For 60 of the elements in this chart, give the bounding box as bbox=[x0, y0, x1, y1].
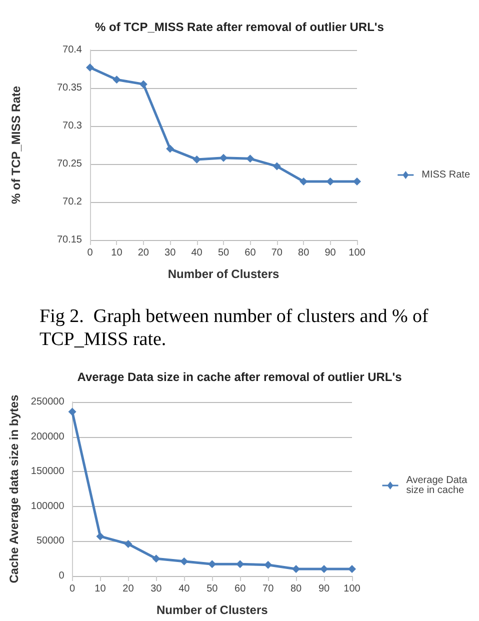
point bbox=[220, 154, 228, 162]
x-tick-label: 70 bbox=[271, 248, 283, 258]
point bbox=[264, 560, 272, 569]
point bbox=[192, 155, 201, 164]
y-axis-title: % of TCP_MISS Rate bbox=[9, 86, 23, 204]
legend-label: Average Data size in cache bbox=[406, 475, 470, 496]
point bbox=[152, 554, 160, 563]
x-tick-label: 80 bbox=[298, 248, 310, 258]
y-tick-label: 250000 bbox=[30, 396, 65, 408]
point bbox=[272, 162, 281, 170]
x-tick-label: 60 bbox=[234, 584, 246, 594]
point bbox=[180, 557, 188, 566]
y-tick-label: 50000 bbox=[36, 536, 65, 547]
point bbox=[112, 76, 121, 84]
x-tick-label: 30 bbox=[150, 584, 162, 594]
point bbox=[326, 177, 334, 186]
x-tick-label: 10 bbox=[111, 248, 123, 258]
chart-title: % of TCP_MISS Rate after removal of outlier URL's bbox=[95, 20, 384, 34]
x-tick-label: 10 bbox=[94, 584, 106, 594]
x-tick-label: 50 bbox=[206, 584, 218, 594]
point bbox=[246, 154, 254, 163]
point bbox=[139, 80, 148, 88]
x-axis-title: Number of Clusters bbox=[156, 603, 268, 617]
y-axis-title: Cache Average data size in bytes bbox=[7, 394, 21, 584]
x-axis-title: Number of Clusters bbox=[168, 267, 280, 281]
x-tick-label: 90 bbox=[318, 584, 330, 594]
point bbox=[86, 63, 94, 72]
x-tick-label: 90 bbox=[324, 248, 336, 258]
x-tick-label: 100 bbox=[348, 248, 366, 258]
x-tick-label: 20 bbox=[138, 248, 150, 258]
point bbox=[166, 144, 174, 153]
chart-title: Average Data size in cache after removal of outlier URL's bbox=[77, 370, 402, 384]
x-tick-label: 70 bbox=[262, 584, 274, 594]
y-tick-label: 70.4 bbox=[62, 44, 82, 56]
point bbox=[353, 177, 361, 186]
point bbox=[348, 565, 356, 574]
x-tick-label: 80 bbox=[290, 584, 302, 594]
point bbox=[96, 532, 104, 540]
point bbox=[68, 408, 76, 416]
y-tick-label: 100000 bbox=[30, 500, 65, 512]
y-tick-label: 70.35 bbox=[56, 82, 82, 94]
caption: Fig 2. Graph between number of clusters and % of TCP_MISS rate. bbox=[40, 306, 434, 350]
x-tick-label: 20 bbox=[122, 584, 134, 594]
x-tick-label: 60 bbox=[244, 248, 256, 258]
y-tick-label: 200000 bbox=[30, 431, 65, 442]
legend-label: MISS Rate bbox=[422, 170, 470, 180]
y-tick-label: 70.25 bbox=[56, 158, 82, 170]
y-tick-label: 0 bbox=[58, 570, 65, 582]
y-tick-label: 70.3 bbox=[62, 120, 82, 132]
x-tick-label: 0 bbox=[87, 248, 94, 258]
point bbox=[124, 540, 132, 548]
x-tick-label: 30 bbox=[164, 248, 176, 258]
y-tick-label: 70.2 bbox=[62, 196, 82, 208]
y-tick-label: 150000 bbox=[30, 466, 65, 478]
y-tick-label: 70.15 bbox=[56, 234, 82, 246]
x-tick-label: 40 bbox=[178, 584, 190, 594]
point bbox=[208, 560, 216, 568]
x-tick-label: 40 bbox=[191, 248, 203, 258]
x-tick-label: 100 bbox=[344, 584, 361, 594]
x-tick-label: 50 bbox=[218, 248, 230, 258]
